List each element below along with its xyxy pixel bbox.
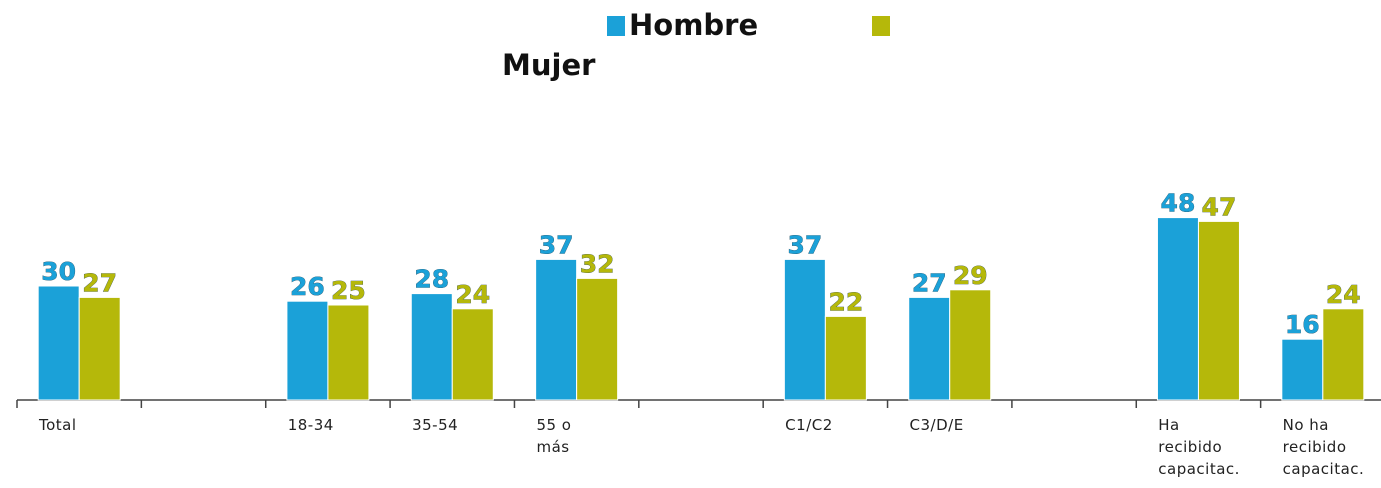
data-label: 27 (82, 268, 117, 297)
data-label: 28 (414, 265, 449, 294)
data-label: 16 (1285, 310, 1320, 339)
bar (37, 285, 80, 401)
bar (824, 315, 867, 401)
bar (576, 277, 619, 401)
bar (1281, 338, 1324, 401)
x-tick-label: No ha recibido capacitac. (1282, 416, 1365, 478)
bar (949, 289, 992, 401)
data-label: 37 (787, 230, 822, 259)
bar (410, 293, 453, 401)
bar (78, 296, 121, 401)
data-label: 26 (290, 272, 325, 301)
data-label: 32 (580, 249, 615, 278)
x-tick-label: Ha recibido capacitac. (1158, 416, 1240, 478)
legend-swatch (872, 16, 890, 36)
bar (1197, 220, 1240, 401)
bar (327, 304, 370, 401)
legend-label: Mujer (502, 48, 596, 82)
data-label: 22 (828, 287, 863, 316)
bar (908, 296, 951, 401)
x-tick-label: Total (39, 416, 77, 434)
bar (783, 258, 826, 401)
bar (286, 300, 329, 401)
data-label: 47 (1202, 192, 1237, 221)
data-label: 25 (331, 276, 366, 305)
x-tick-label: 18-34 (287, 416, 334, 434)
x-tick-label: 35-54 (412, 416, 459, 434)
data-label: 24 (455, 280, 490, 309)
bar (535, 258, 578, 401)
bar (1322, 308, 1365, 401)
data-label: 30 (41, 257, 76, 286)
x-tick-label: 55 o más (536, 416, 572, 456)
data-label: 48 (1161, 189, 1196, 218)
legend-label: Hombre (629, 8, 759, 42)
legend-swatch (607, 16, 625, 36)
x-tick-label: C3/D/E (909, 416, 964, 434)
bar (1156, 217, 1199, 401)
x-tick-label: C1/C2 (785, 416, 833, 434)
data-label: 37 (539, 230, 574, 259)
data-label: 27 (912, 268, 947, 297)
data-label: 29 (953, 261, 988, 290)
data-label: 24 (1326, 280, 1361, 309)
bar (451, 308, 494, 401)
